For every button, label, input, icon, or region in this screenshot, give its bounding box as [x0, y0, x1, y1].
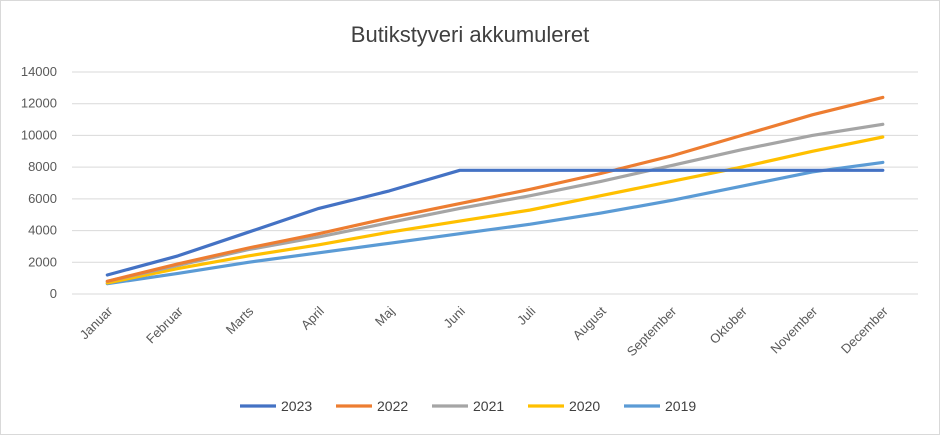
x-tick-label: Juni	[440, 303, 468, 331]
series-line-2021	[105, 122, 885, 283]
chart-title: Butikstyveri akkumuleret	[351, 22, 589, 47]
y-tick-label: 6000	[28, 191, 57, 206]
x-tick-label: Juli	[514, 303, 538, 327]
y-tick-label: 4000	[28, 223, 57, 238]
x-tick-label: Oktober	[707, 303, 751, 347]
y-tick-label: 12000	[21, 96, 57, 111]
y-tick-label: 14000	[21, 64, 57, 79]
legend-label: 2019	[665, 398, 696, 414]
x-tick-label: April	[298, 303, 327, 332]
series-lines	[105, 95, 885, 286]
x-tick-label: Januar	[77, 303, 116, 342]
x-tick-label: August	[570, 303, 609, 342]
x-tick-label: November	[767, 303, 820, 356]
y-tick-label: 2000	[28, 254, 57, 269]
x-tick-label: Marts	[223, 303, 257, 337]
y-tick-label: 8000	[28, 159, 57, 174]
x-tick-label: Februar	[143, 303, 186, 346]
y-tick-label: 0	[50, 286, 57, 301]
x-tick-label: December	[838, 303, 891, 356]
x-tick-label: September	[624, 303, 680, 359]
legend-label: 2022	[377, 398, 408, 414]
series-line-2022	[105, 95, 885, 283]
legend-label: 2023	[281, 398, 312, 414]
series-line-2019	[105, 160, 885, 286]
legend-label: 2020	[569, 398, 600, 414]
y-tick-label: 10000	[21, 127, 57, 142]
y-axis-tick-labels: 0 2000 4000 6000 8000 10000 12000 14000	[21, 64, 57, 301]
x-tick-label: Maj	[372, 303, 397, 328]
series-line-2020	[105, 135, 885, 285]
series-line-2023	[105, 168, 885, 277]
legend-label: 2021	[473, 398, 504, 414]
x-axis-tick-labels: Januar Februar Marts April Maj Juni Juli August…	[77, 303, 892, 359]
legend: 2023 2022 2021 2020 2019	[240, 398, 696, 414]
